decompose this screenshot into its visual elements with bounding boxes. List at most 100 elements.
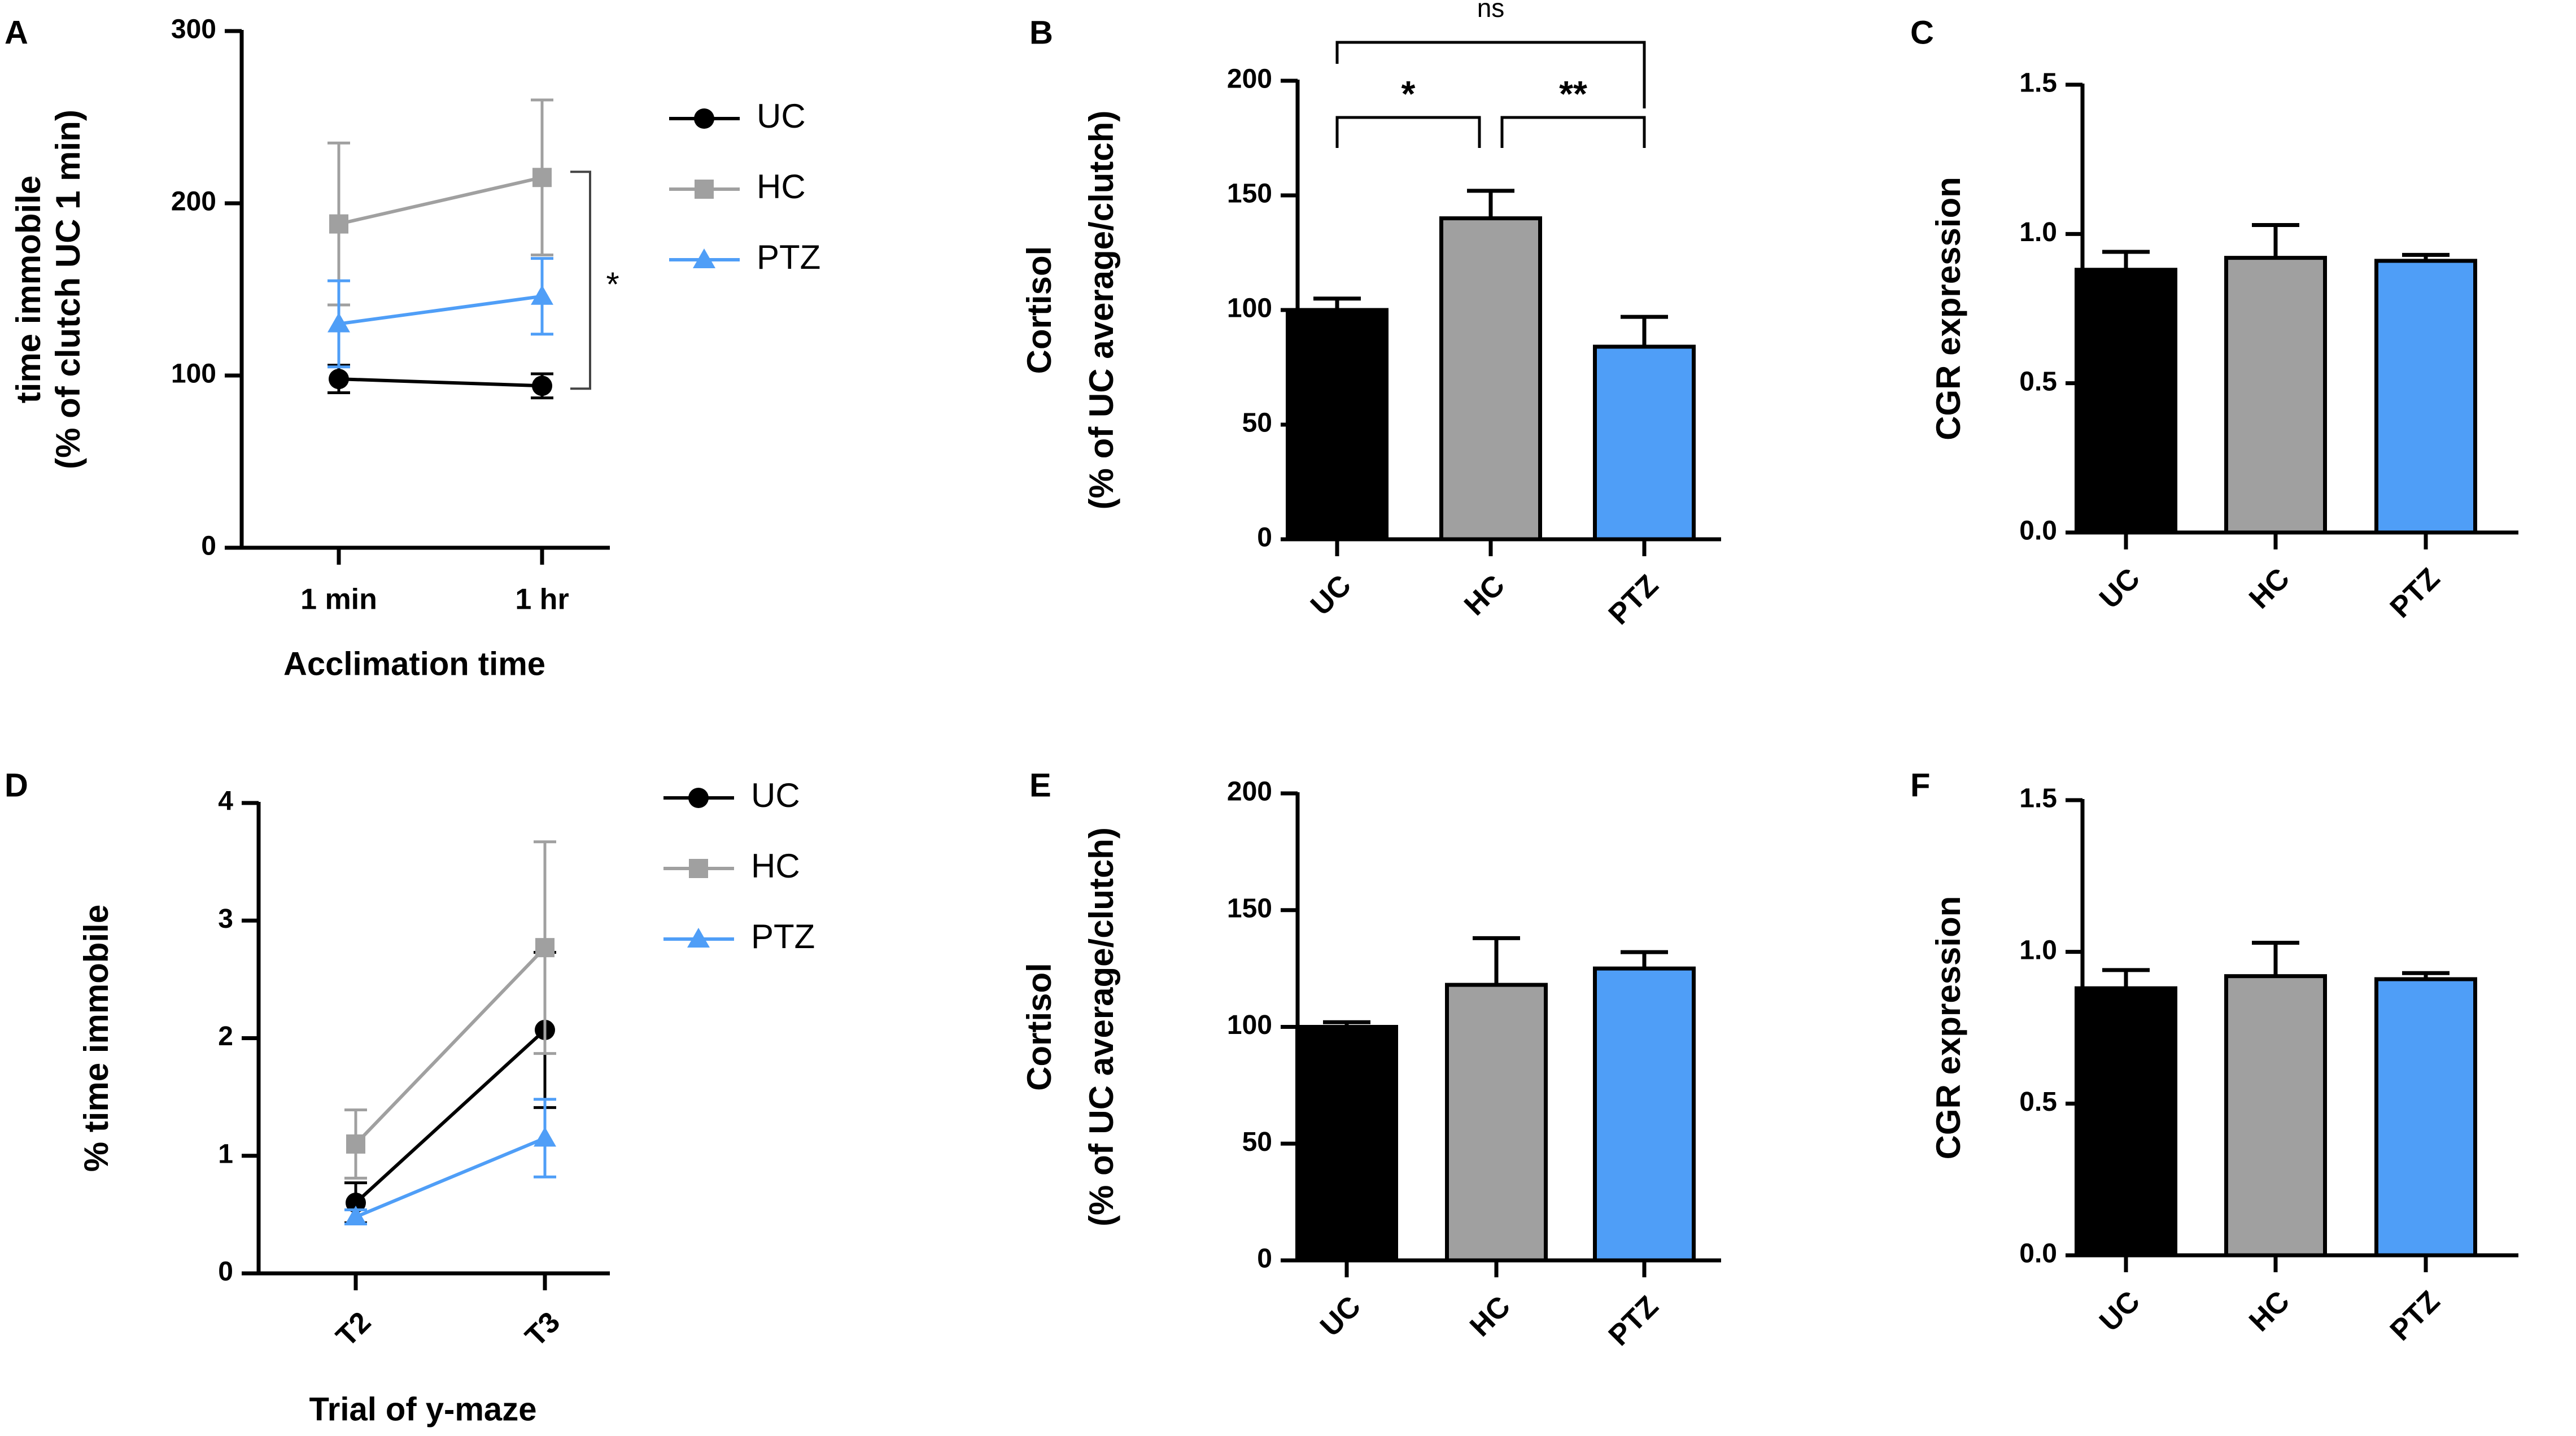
y-axis-label: CGR expression <box>1929 896 1967 1160</box>
series-line-UC <box>354 1028 547 1204</box>
bar-PTZ <box>1593 966 1696 1263</box>
y-tick-label: 300 <box>171 15 216 45</box>
y-tick-label: 0.5 <box>2019 1087 2057 1117</box>
x-tick-label: UC <box>2093 562 2146 615</box>
significance-bracket <box>1335 116 1481 148</box>
panel-label-D: D <box>5 767 28 804</box>
legend-marker-HC <box>695 180 714 199</box>
data-point-PTZ <box>328 312 350 333</box>
y-tick-label: 200 <box>1227 777 1272 807</box>
y-tick-label: 1 <box>218 1139 233 1169</box>
series-PTZ <box>328 257 553 369</box>
panel-D: D 0 1 2 3 4 % time immobile T2 T3 Trial of y-maze… <box>5 767 815 1428</box>
x-tick-label: UC <box>2093 1285 2146 1338</box>
significance-bracket <box>1500 116 1646 148</box>
y-axis-label: (% of UC average/clutch) <box>1082 827 1120 1227</box>
x-tick-label: HC <box>2243 1285 2296 1338</box>
series-line-HC <box>338 176 543 226</box>
y-tick-label: 0 <box>218 1257 233 1287</box>
panel-C: C 0.0 0.5 1.0 1.5 CGR expression UC HC PTZ <box>1910 14 2518 625</box>
legend: UC HC PTZ <box>669 97 820 276</box>
y-tick-label: 3 <box>218 904 233 934</box>
series-PTZ <box>344 1098 556 1226</box>
series-HC <box>328 98 553 307</box>
series-UC <box>344 950 556 1224</box>
x-tick-label: 1 min <box>300 583 377 616</box>
series-line-PTZ <box>355 1136 546 1219</box>
series-line-HC <box>354 946 547 1146</box>
legend-marker-UC <box>688 788 709 808</box>
series-HC <box>344 840 556 1180</box>
bar-PTZ <box>1593 344 1696 542</box>
legend: UC HC PTZ <box>663 776 815 955</box>
x-tick-label: UC <box>1314 1290 1367 1343</box>
panel-A: A 0 100 200 300 time immobile (% of clutch UC … <box>5 14 820 682</box>
x-tick-label: T2 <box>330 1306 377 1353</box>
bar-HC <box>2224 974 2327 1258</box>
x-tick-label: HC <box>1464 1290 1517 1343</box>
series-line-PTZ <box>338 294 543 326</box>
x-tick-label: PTZ <box>1603 569 1665 631</box>
y-tick-label: 100 <box>1227 1010 1272 1040</box>
x-axis-label: Acclimation time <box>283 645 545 682</box>
panel-label-F: F <box>1910 767 1930 804</box>
series-line-UC <box>338 377 543 388</box>
y-tick-label: 1.5 <box>2019 68 2057 98</box>
legend-label-UC: UC <box>751 776 800 814</box>
y-tick-label: 150 <box>1227 179 1272 209</box>
legend-label-HC: HC <box>751 847 800 885</box>
y-tick-label: 50 <box>1242 1127 1272 1157</box>
panel-F: F 0.0 0.5 1.0 1.5 CGR expression UC HC PTZ <box>1910 767 2518 1347</box>
y-tick-label: 0.0 <box>2019 516 2057 546</box>
legend-marker-HC <box>689 859 708 878</box>
bar-UC <box>2075 986 2177 1258</box>
y-tick-label: 50 <box>1242 408 1272 438</box>
y-axis-label: % time immobile <box>77 905 115 1172</box>
y-axis-label: CGR expression <box>1929 177 1967 440</box>
panel-E: E 0 50 100 150 200 Cortisol (% of UC average/cl… <box>1020 767 1721 1352</box>
data-point-HC <box>346 1134 365 1154</box>
y-tick-label: 1.0 <box>2019 935 2057 965</box>
y-tick-label: 0 <box>1257 1244 1272 1274</box>
legend-label-PTZ: PTZ <box>751 918 815 955</box>
y-tick-label: 150 <box>1227 893 1272 923</box>
y-axis-label: Cortisol <box>1020 246 1058 374</box>
data-point-HC <box>532 168 552 187</box>
significance-label: ns <box>1477 0 1505 23</box>
x-axis-label: Trial of y-maze <box>309 1391 537 1428</box>
y-axis-label: (% of UC average/clutch) <box>1082 111 1120 510</box>
bar-PTZ <box>2374 977 2477 1258</box>
significance-label: ** <box>1559 73 1587 114</box>
y-tick-label: 200 <box>1227 64 1272 94</box>
data-point-PTZ <box>534 1127 556 1147</box>
legend-marker-PTZ <box>687 928 710 948</box>
data-point-HC <box>329 214 348 234</box>
panel-label-A: A <box>5 14 28 51</box>
y-tick-label: 1.5 <box>2019 784 2057 814</box>
y-tick-label: 0.0 <box>2019 1239 2057 1269</box>
significance-label: * <box>1401 73 1416 114</box>
y-tick-label: 0 <box>1257 523 1272 553</box>
y-tick-label: 1.0 <box>2019 217 2057 247</box>
y-axis-label: Cortisol <box>1020 963 1058 1091</box>
data-point-UC <box>532 376 552 396</box>
y-tick-label: 4 <box>218 787 233 817</box>
y-axis-label: time immobile <box>10 176 47 403</box>
panel-label-E: E <box>1029 767 1051 804</box>
y-tick-label: 100 <box>171 359 216 389</box>
data-point-HC <box>535 938 555 958</box>
bar-HC <box>2224 256 2327 535</box>
legend-marker-PTZ <box>693 248 715 268</box>
y-tick-label: 2 <box>218 1022 233 1051</box>
x-tick-label: HC <box>2243 562 2296 615</box>
x-tick-label: PTZ <box>1603 1290 1665 1352</box>
y-axis-label: (% of clutch UC 1 min) <box>49 110 87 469</box>
bar-UC <box>2075 268 2177 535</box>
x-tick-label: UC <box>1304 569 1357 622</box>
data-point-PTZ <box>531 285 553 305</box>
bar-PTZ <box>2374 259 2477 535</box>
y-tick-label: 200 <box>171 187 216 217</box>
significance-bracket <box>1335 41 1646 108</box>
significance-label: * <box>606 265 619 303</box>
